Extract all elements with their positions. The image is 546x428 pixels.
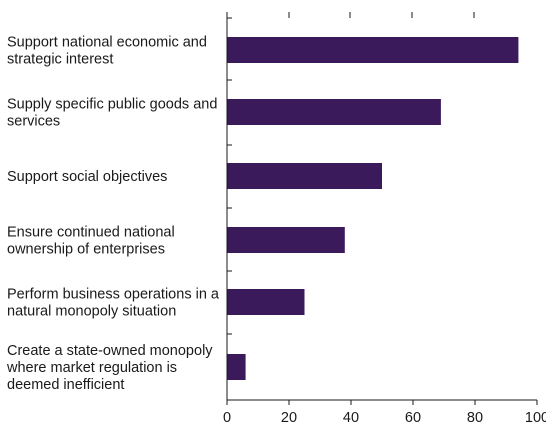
category-label-line: Supply specific public goods and — [7, 97, 217, 113]
x-tick-label: 40 — [343, 410, 359, 426]
bar — [227, 354, 246, 380]
x-tick-label: 20 — [281, 410, 297, 426]
category-label: Perform business operations in a natural … — [7, 287, 220, 320]
category-label-line: Perform business operations in a — [7, 287, 220, 303]
category-label-line: Support national economic and — [7, 35, 207, 51]
category-label-line: ownership of enterprises — [7, 242, 165, 258]
bars-group — [227, 37, 519, 380]
bar — [227, 163, 382, 189]
category-label: Create a state-owned monopoly where marke… — [6, 343, 213, 393]
top-tick-marks — [288, 12, 475, 18]
bar — [227, 289, 305, 315]
bar — [227, 37, 519, 63]
x-ticks-group: 0 20 40 60 80 100 — [223, 400, 546, 426]
x-tick-label: 0 — [223, 410, 231, 426]
category-label-line: Create a state-owned monopoly — [7, 343, 213, 359]
category-label-line: strategic interest — [7, 52, 113, 68]
bar — [227, 99, 441, 125]
bar — [227, 227, 345, 253]
category-label-line: services — [7, 114, 60, 130]
category-label: Support national economic and strategic i… — [7, 35, 207, 68]
category-label: Support social objectives — [7, 169, 167, 185]
x-tick-label: 80 — [467, 410, 483, 426]
category-label: Supply specific public goods and services — [7, 97, 217, 130]
category-label: Ensure continued national ownership of en… — [7, 225, 175, 258]
x-tick-label: 60 — [405, 410, 421, 426]
category-label-line: deemed inefficient — [7, 377, 124, 393]
category-label-line: Ensure continued national — [7, 225, 175, 241]
x-tick-label: 100 — [525, 410, 546, 426]
category-label-line: Support social objectives — [7, 169, 167, 185]
category-label-line: natural monopoly situation — [7, 304, 176, 320]
category-label-line: where market regulation is — [6, 360, 177, 376]
y-tick-marks — [227, 17, 232, 335]
category-labels: Support national economic and strategic i… — [6, 35, 220, 394]
